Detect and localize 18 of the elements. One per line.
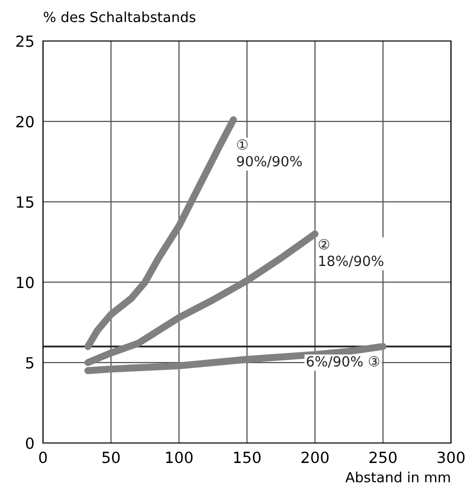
x-tick-label: 50 [102, 452, 120, 464]
y-tick-label: 15 [16, 196, 34, 208]
x-tick-label: 100 [166, 452, 193, 464]
y-tick-label: 0 [26, 437, 34, 450]
series-label: ② 18%/90% [318, 239, 384, 268]
y-tick-label: 10 [16, 276, 34, 288]
y-axis-title: % des Schaltabstands [44, 11, 196, 22]
x-tick-label: 0 [39, 452, 47, 464]
series-label: ① 90%/90% [236, 139, 302, 168]
y-tick-label: 25 [16, 35, 34, 48]
x-tick-label: 150 [234, 452, 261, 464]
x-axis-title: Abstand in mm [345, 472, 450, 482]
x-tick-label: 300 [438, 452, 465, 464]
y-tick-label: 20 [16, 116, 34, 128]
series-label: 6%/90% ③ [306, 356, 380, 368]
y-tick-label: 5 [26, 357, 34, 369]
x-tick-label: 200 [302, 452, 329, 464]
x-tick-label: 250 [370, 452, 397, 464]
